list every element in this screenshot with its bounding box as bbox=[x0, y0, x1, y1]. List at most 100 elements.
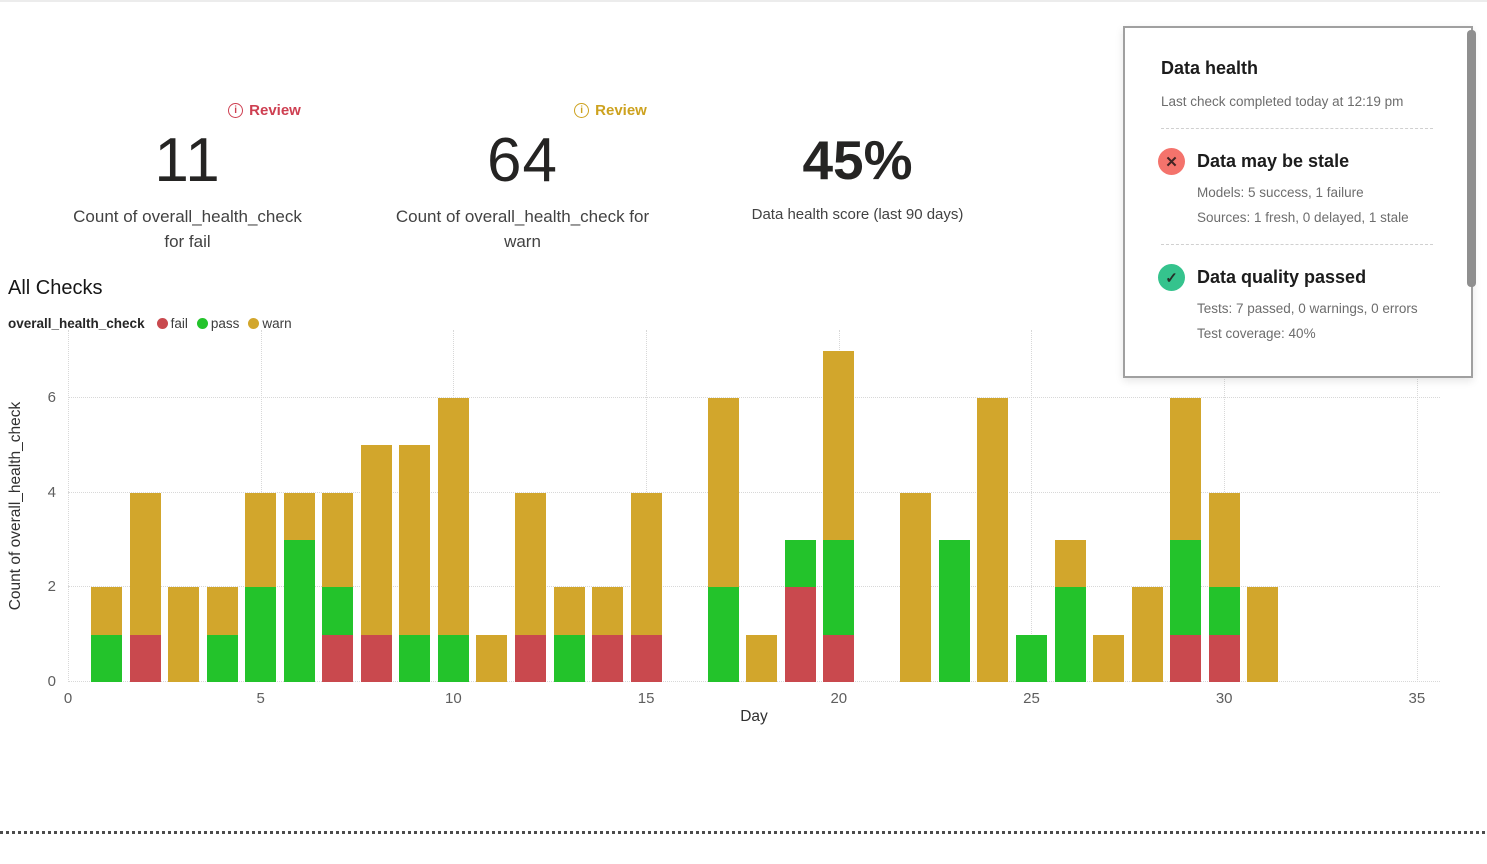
bar-segment-warn bbox=[746, 634, 778, 682]
data-health-panel: Data health Last check completed today a… bbox=[1123, 26, 1473, 378]
bar-segment-pass bbox=[1208, 587, 1240, 635]
bar-day-13[interactable] bbox=[553, 587, 585, 682]
bar-day-17[interactable] bbox=[707, 398, 739, 682]
bar-segment-warn bbox=[1208, 492, 1240, 588]
metric-label-fail: Count of overall_health_check for fail bbox=[73, 207, 302, 251]
bar-segment-pass bbox=[1015, 634, 1047, 682]
metric-value-health-score: 45% bbox=[802, 129, 913, 191]
metric-tile-fail-count: Review 11 Count of overall_health_check … bbox=[35, 100, 340, 255]
bar-day-26[interactable] bbox=[1054, 540, 1086, 682]
bar-segment-warn bbox=[1247, 587, 1279, 682]
panel-item-models: Models: 5 success, 1 failure bbox=[1197, 185, 1364, 200]
review-badge-warn[interactable]: Review bbox=[574, 102, 647, 119]
legend-dot-pass bbox=[196, 318, 208, 329]
bar-segment-warn bbox=[129, 492, 161, 635]
panel-divider bbox=[1161, 244, 1433, 245]
bar-segment-warn bbox=[1170, 398, 1202, 541]
legend-label-fail: fail bbox=[170, 316, 188, 331]
review-badge-label: Review bbox=[249, 102, 301, 119]
bar-day-3[interactable] bbox=[168, 587, 200, 682]
bar-day-11[interactable] bbox=[476, 634, 508, 682]
y-tick-label-6: 6 bbox=[47, 389, 56, 407]
bar-day-18[interactable] bbox=[746, 634, 778, 682]
metric-label-health-score: Data health score (last 90 days) bbox=[751, 206, 964, 224]
bar-day-22[interactable] bbox=[900, 492, 932, 682]
bar-segment-warn bbox=[360, 445, 392, 635]
bar-segment-warn bbox=[476, 634, 508, 682]
bar-segment-warn bbox=[900, 492, 932, 682]
bar-segment-fail bbox=[129, 634, 161, 682]
x-tick-label-25: 25 bbox=[1023, 690, 1040, 707]
bar-day-24[interactable] bbox=[977, 398, 1009, 682]
x-tick-label-0: 0 bbox=[63, 690, 73, 707]
bar-segment-warn bbox=[823, 350, 855, 541]
bar-segment-warn bbox=[283, 492, 315, 541]
metric-value-fail: 11 bbox=[154, 126, 221, 195]
bar-segment-warn bbox=[206, 587, 238, 635]
bar-segment-warn bbox=[245, 492, 277, 588]
bar-day-23[interactable] bbox=[938, 540, 970, 682]
bar-segment-fail bbox=[360, 634, 392, 682]
chart-title: All Checks bbox=[8, 277, 103, 299]
legend-label-warn: warn bbox=[262, 316, 292, 331]
legend-item-warn[interactable]: warn bbox=[248, 316, 292, 331]
bar-day-31[interactable] bbox=[1247, 587, 1279, 682]
bar-segment-fail bbox=[514, 634, 546, 682]
review-badge-fail[interactable]: Review bbox=[228, 102, 301, 119]
legend-item-fail[interactable]: fail bbox=[156, 316, 188, 331]
bar-segment-warn bbox=[630, 492, 662, 635]
x-tick-label-10: 10 bbox=[445, 690, 462, 707]
bar-day-30[interactable] bbox=[1208, 492, 1240, 682]
bar-day-12[interactable] bbox=[514, 492, 546, 682]
x-tick-label-30: 30 bbox=[1215, 690, 1233, 707]
panel-item-sources: Sources: 1 fresh, 0 delayed, 1 stale bbox=[1197, 210, 1409, 225]
bar-day-8[interactable] bbox=[360, 445, 392, 682]
legend-series-title: overall_health_check bbox=[8, 316, 145, 331]
legend-label-pass: pass bbox=[210, 316, 240, 331]
h-gridline-2 bbox=[68, 586, 1440, 588]
bar-segment-pass bbox=[91, 634, 123, 682]
bar-day-7[interactable] bbox=[322, 492, 354, 682]
review-badge-label: Review bbox=[595, 102, 647, 119]
bar-day-29[interactable] bbox=[1170, 398, 1202, 682]
legend-item-pass[interactable]: pass bbox=[196, 316, 240, 331]
bar-day-27[interactable] bbox=[1093, 634, 1125, 682]
y-tick-label-0: 0 bbox=[47, 673, 56, 690]
bar-segment-warn bbox=[437, 398, 469, 635]
bar-day-19[interactable] bbox=[784, 540, 816, 682]
v-gridline-0 bbox=[68, 330, 69, 682]
bar-day-4[interactable] bbox=[206, 587, 238, 682]
bar-day-9[interactable] bbox=[399, 445, 431, 682]
bar-day-5[interactable] bbox=[245, 492, 277, 682]
bar-segment-warn bbox=[592, 587, 624, 635]
bar-segment-pass bbox=[245, 587, 277, 682]
bar-segment-warn bbox=[1054, 540, 1086, 588]
h-gridline-4 bbox=[68, 491, 1440, 493]
bar-day-2[interactable] bbox=[129, 492, 161, 682]
panel-last-check: Last check completed today at 12:19 pm bbox=[1161, 94, 1404, 109]
v-gridline-25 bbox=[1031, 330, 1033, 682]
x-tick-label-20: 20 bbox=[830, 690, 848, 707]
bar-day-6[interactable] bbox=[283, 492, 315, 682]
bar-day-28[interactable] bbox=[1131, 587, 1163, 682]
bar-segment-fail bbox=[1208, 634, 1240, 682]
info-icon bbox=[574, 103, 590, 118]
v-gridline-35 bbox=[1416, 330, 1418, 682]
bar-segment-pass bbox=[437, 634, 469, 682]
bar-segment-warn bbox=[977, 398, 1009, 682]
bar-day-20[interactable] bbox=[823, 350, 855, 682]
bar-day-25[interactable] bbox=[1015, 634, 1047, 682]
bar-segment-pass bbox=[322, 587, 354, 635]
bar-day-10[interactable] bbox=[437, 398, 469, 682]
bar-segment-pass bbox=[399, 634, 431, 682]
bar-day-15[interactable] bbox=[630, 492, 662, 682]
metric-tile-health-score: 45% Data health score (last 90 days) bbox=[705, 132, 1010, 226]
panel-scrollbar-thumb[interactable] bbox=[1467, 30, 1476, 287]
y-axis-title: Count of overall_health_check bbox=[7, 401, 24, 611]
panel-item-title: Data may be stale bbox=[1197, 151, 1350, 171]
panel-item-stale: ✕ Data may be stale Models: 5 success, 1… bbox=[1158, 148, 1441, 225]
bar-day-1[interactable] bbox=[91, 587, 123, 682]
bar-day-14[interactable] bbox=[592, 587, 624, 682]
bar-segment-pass bbox=[823, 540, 855, 635]
bar-segment-pass bbox=[283, 540, 315, 682]
